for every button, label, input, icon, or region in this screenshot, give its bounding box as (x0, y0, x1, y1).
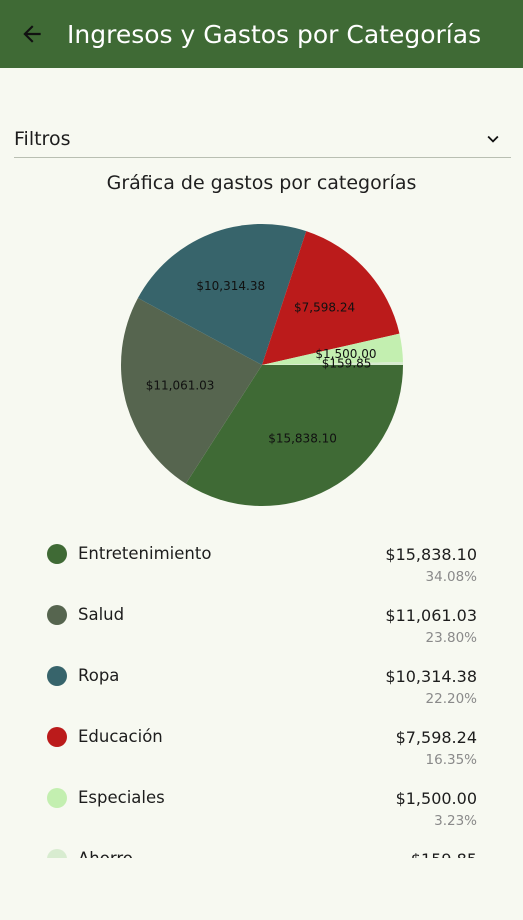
legend-amount: $159.85 (411, 850, 477, 858)
pie-data-label: $15,838.10 (268, 432, 337, 446)
legend-category-name: Especiales (78, 788, 165, 807)
back-button[interactable] (12, 14, 52, 54)
legend-amount: $7,598.24 (395, 728, 477, 747)
legend-item[interactable]: Ropa $10,314.38 22.20% (0, 652, 523, 713)
legend-amount: $15,838.10 (385, 545, 477, 564)
legend-category-name: Salud (78, 605, 125, 624)
arrow-left-icon (23, 25, 41, 43)
legend-category-name: Educación (78, 727, 163, 746)
pie-slice-salud (120, 297, 262, 484)
legend-category-name: Ahorro (78, 849, 133, 858)
legend-percentage: 16.35% (425, 752, 477, 768)
pie-data-label: $159.85 (322, 357, 372, 371)
chevron-down-icon[interactable] (481, 127, 505, 151)
legend-color-dot (47, 788, 67, 808)
app-bar: Ingresos y Gastos por Categorías (0, 0, 523, 68)
pie-slice-entretenimiento (185, 365, 404, 507)
legend-item[interactable]: Salud $11,061.03 23.80% (0, 591, 523, 652)
legend-color-dot (47, 666, 67, 686)
legend-percentage: 22.20% (425, 691, 477, 707)
filters-label: Filtros (14, 128, 71, 150)
page-title: Ingresos y Gastos por Categorías (67, 19, 482, 49)
legend-list: Entretenimiento $15,838.10 34.08% Salud $11,… (0, 530, 523, 858)
pie-slice-educación (262, 231, 400, 365)
pie-slice-ropa (137, 223, 307, 365)
legend-category-name: Ropa (78, 666, 120, 685)
legend-category-name: Entretenimiento (78, 544, 212, 563)
filters-dropdown[interactable]: Filtros (14, 121, 511, 158)
legend-item[interactable]: Entretenimiento $15,838.10 34.08% (0, 530, 523, 591)
pie-chart: $15,838.10 $11,061.03 $10,314.38 $7,598.24 $… (120, 223, 404, 507)
pie-data-label: $10,314.38 (196, 279, 265, 293)
legend-color-dot (47, 605, 67, 625)
pie-data-label: $7,598.24 (294, 301, 355, 315)
legend-color-dot (47, 544, 67, 564)
chart-title: Gráfica de gastos por categorías (106, 172, 417, 194)
legend-item[interactable]: Educación $7,598.24 16.35% (0, 713, 523, 774)
pie-data-label: $1,500.00 (315, 347, 376, 361)
legend-item[interactable]: Ahorro $159.85 (0, 835, 523, 858)
pie-data-label: $11,061.03 (146, 379, 215, 393)
legend-amount: $1,500.00 (395, 789, 477, 808)
legend-color-dot (47, 727, 67, 747)
legend-amount: $11,061.03 (385, 606, 477, 625)
legend-color-dot (47, 849, 67, 858)
pie-slice-especiales (262, 333, 403, 365)
legend-item[interactable]: Especiales $1,500.00 3.23% (0, 774, 523, 835)
legend-percentage: 23.80% (425, 630, 477, 646)
legend-amount: $10,314.38 (385, 667, 477, 686)
legend-percentage: 34.08% (425, 569, 477, 585)
legend-percentage: 3.23% (434, 813, 477, 829)
pie-slice-ahorro (262, 361, 403, 365)
